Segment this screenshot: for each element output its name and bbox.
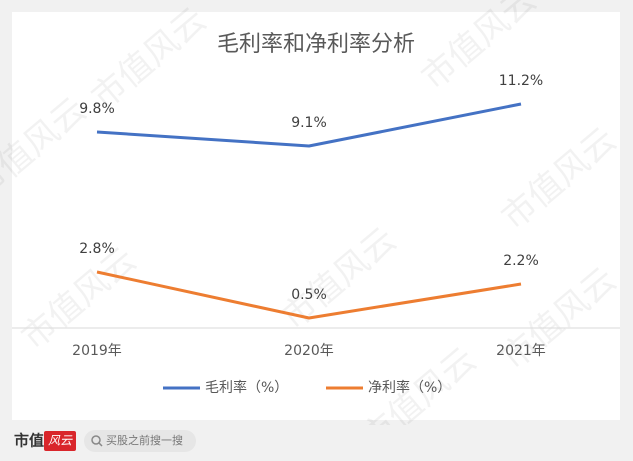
- x-tick-label: 2019年: [72, 343, 122, 359]
- data-label: 9.8%: [79, 101, 115, 117]
- legend-label: 毛利率（%）: [205, 379, 288, 396]
- data-label: 11.2%: [499, 73, 543, 89]
- search-box[interactable]: [84, 430, 196, 452]
- data-label: 2.2%: [503, 253, 539, 269]
- legend-label: 净利率（%）: [368, 379, 451, 396]
- data-label: 2.8%: [79, 241, 115, 257]
- chart-card: [12, 12, 620, 420]
- chart-title: 毛利率和净利率分析: [217, 32, 415, 57]
- x-tick-label: 2020年: [284, 343, 334, 359]
- series-line: [96, 270, 522, 320]
- footer-logo-badge: [44, 431, 76, 451]
- search-text[interactable]: 买股之前搜一搜: [106, 433, 183, 447]
- footer-logo: 风云: [48, 434, 73, 448]
- x-tick-label: 2021年: [496, 343, 546, 359]
- search-icon: [91, 435, 101, 445]
- data-label: 0.5%: [291, 287, 327, 303]
- data-label: 9.1%: [291, 115, 327, 131]
- search-icon: [98, 442, 103, 447]
- footer-logo: 市值: [14, 432, 44, 450]
- series-line: [96, 102, 522, 148]
